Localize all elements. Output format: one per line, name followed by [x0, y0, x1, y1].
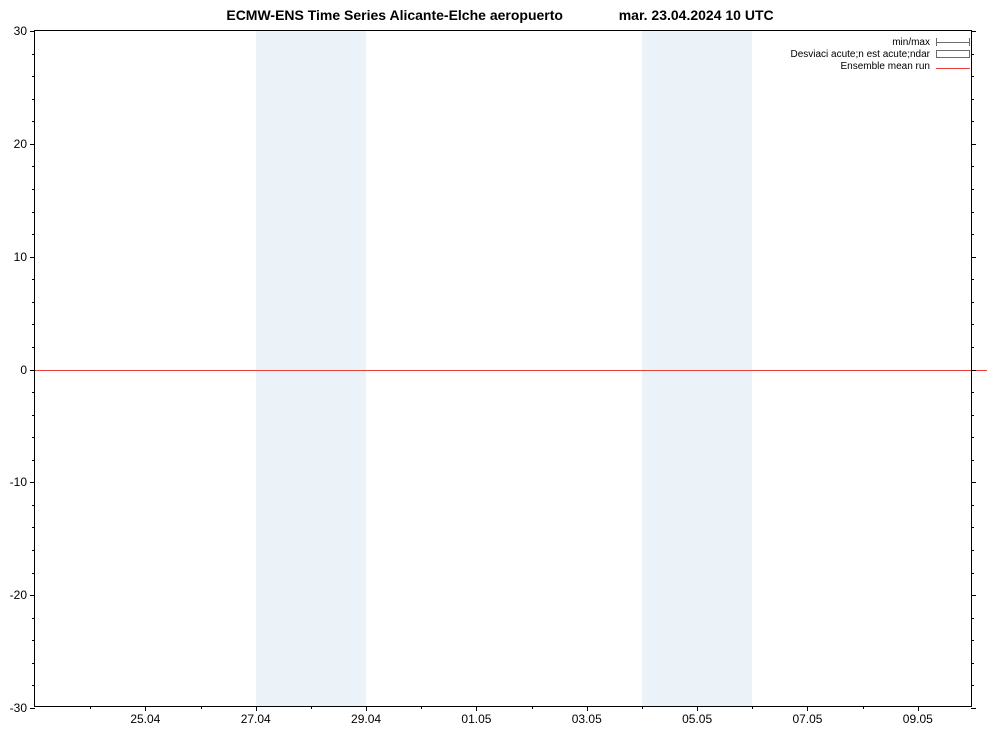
ytick-minor — [32, 415, 35, 416]
xtick-label: 29.04 — [351, 706, 381, 726]
ytick-mark — [971, 482, 976, 483]
xtick-label: 03.05 — [572, 706, 602, 726]
legend-item: Desviaci acute;n est acute;ndar — [790, 48, 970, 60]
legend-swatch — [936, 68, 970, 69]
ytick-label: 10 — [14, 250, 35, 264]
legend-item: min/max — [790, 36, 970, 48]
ytick-minor — [971, 212, 974, 213]
ytick-minor — [971, 685, 974, 686]
ytick-minor — [971, 99, 974, 100]
title-datetime: mar. 23.04.2024 10 UTC — [619, 7, 774, 23]
ytick-minor — [971, 234, 974, 235]
plot-area: -30-20-10010203025.0427.0429.0401.0503.0… — [34, 30, 972, 707]
chart-title: ECMW-ENS Time Series Alicante-Elche aero… — [0, 7, 1000, 23]
xtick-label: 05.05 — [682, 706, 712, 726]
ytick-minor — [971, 640, 974, 641]
weekend-shade — [642, 31, 752, 706]
ytick-minor — [32, 234, 35, 235]
ytick-minor — [971, 76, 974, 77]
ytick-minor — [971, 347, 974, 348]
ytick-minor — [32, 550, 35, 551]
ytick-minor — [971, 573, 974, 574]
ytick-minor — [32, 347, 35, 348]
chart-container: { "chart": { "type": "line", "title_left… — [0, 0, 1000, 733]
xtick-minor — [201, 706, 202, 709]
ytick-minor — [971, 437, 974, 438]
ytick-minor — [971, 527, 974, 528]
ytick-minor — [32, 212, 35, 213]
ytick-minor — [32, 573, 35, 574]
ytick-minor — [32, 685, 35, 686]
xtick-minor — [90, 706, 91, 709]
xtick-label: 27.04 — [241, 706, 271, 726]
ytick-label: -30 — [10, 701, 35, 715]
xtick-minor — [311, 706, 312, 709]
legend-label: Ensemble mean run — [841, 61, 931, 72]
ytick-minor — [32, 437, 35, 438]
ytick-minor — [971, 550, 974, 551]
xtick-label: 01.05 — [461, 706, 491, 726]
ytick-minor — [971, 505, 974, 506]
xtick-minor — [752, 706, 753, 709]
ytick-minor — [32, 460, 35, 461]
ytick-minor — [32, 505, 35, 506]
ytick-minor — [971, 663, 974, 664]
ytick-minor — [971, 121, 974, 122]
ytick-minor — [32, 663, 35, 664]
xtick-label: 07.05 — [792, 706, 822, 726]
ytick-minor — [32, 121, 35, 122]
ytick-minor — [32, 76, 35, 77]
ensemble-mean-line — [31, 370, 987, 371]
ytick-label: 0 — [20, 363, 35, 377]
ytick-label: -10 — [10, 475, 35, 489]
ytick-mark — [971, 595, 976, 596]
xtick-minor — [863, 706, 864, 709]
ytick-mark — [971, 144, 976, 145]
ytick-minor — [32, 189, 35, 190]
ytick-minor — [32, 279, 35, 280]
ytick-mark — [971, 370, 976, 371]
ytick-minor — [32, 324, 35, 325]
weekend-shade — [256, 31, 366, 706]
ytick-minor — [971, 392, 974, 393]
legend-label: Desviaci acute;n est acute;ndar — [790, 49, 930, 60]
legend-label: min/max — [892, 37, 930, 48]
xtick-minor — [421, 706, 422, 709]
xtick-minor — [642, 706, 643, 709]
ytick-minor — [971, 302, 974, 303]
ytick-minor — [32, 302, 35, 303]
ytick-minor — [971, 166, 974, 167]
ytick-minor — [32, 392, 35, 393]
ytick-mark — [971, 31, 976, 32]
ytick-minor — [971, 54, 974, 55]
ytick-minor — [32, 527, 35, 528]
title-source: ECMW-ENS Time Series Alicante-Elche aero… — [226, 7, 563, 23]
ytick-mark — [971, 708, 976, 709]
ytick-minor — [971, 460, 974, 461]
ytick-minor — [32, 166, 35, 167]
legend-swatch — [936, 38, 970, 46]
ytick-minor — [971, 189, 974, 190]
legend: min/maxDesviaci acute;n est acute;ndarEn… — [790, 36, 970, 72]
ytick-minor — [32, 640, 35, 641]
ytick-minor — [971, 324, 974, 325]
ytick-minor — [971, 415, 974, 416]
legend-swatch — [936, 50, 970, 58]
ytick-minor — [971, 618, 974, 619]
ytick-minor — [32, 99, 35, 100]
xtick-minor — [532, 706, 533, 709]
ytick-minor — [32, 54, 35, 55]
xtick-label: 09.05 — [903, 706, 933, 726]
xtick-label: 25.04 — [130, 706, 160, 726]
ytick-label: 20 — [14, 137, 35, 151]
ytick-label: -20 — [10, 588, 35, 602]
ytick-minor — [32, 618, 35, 619]
ytick-label: 30 — [14, 24, 35, 38]
ytick-mark — [971, 257, 976, 258]
legend-item: Ensemble mean run — [790, 60, 970, 72]
ytick-minor — [971, 279, 974, 280]
